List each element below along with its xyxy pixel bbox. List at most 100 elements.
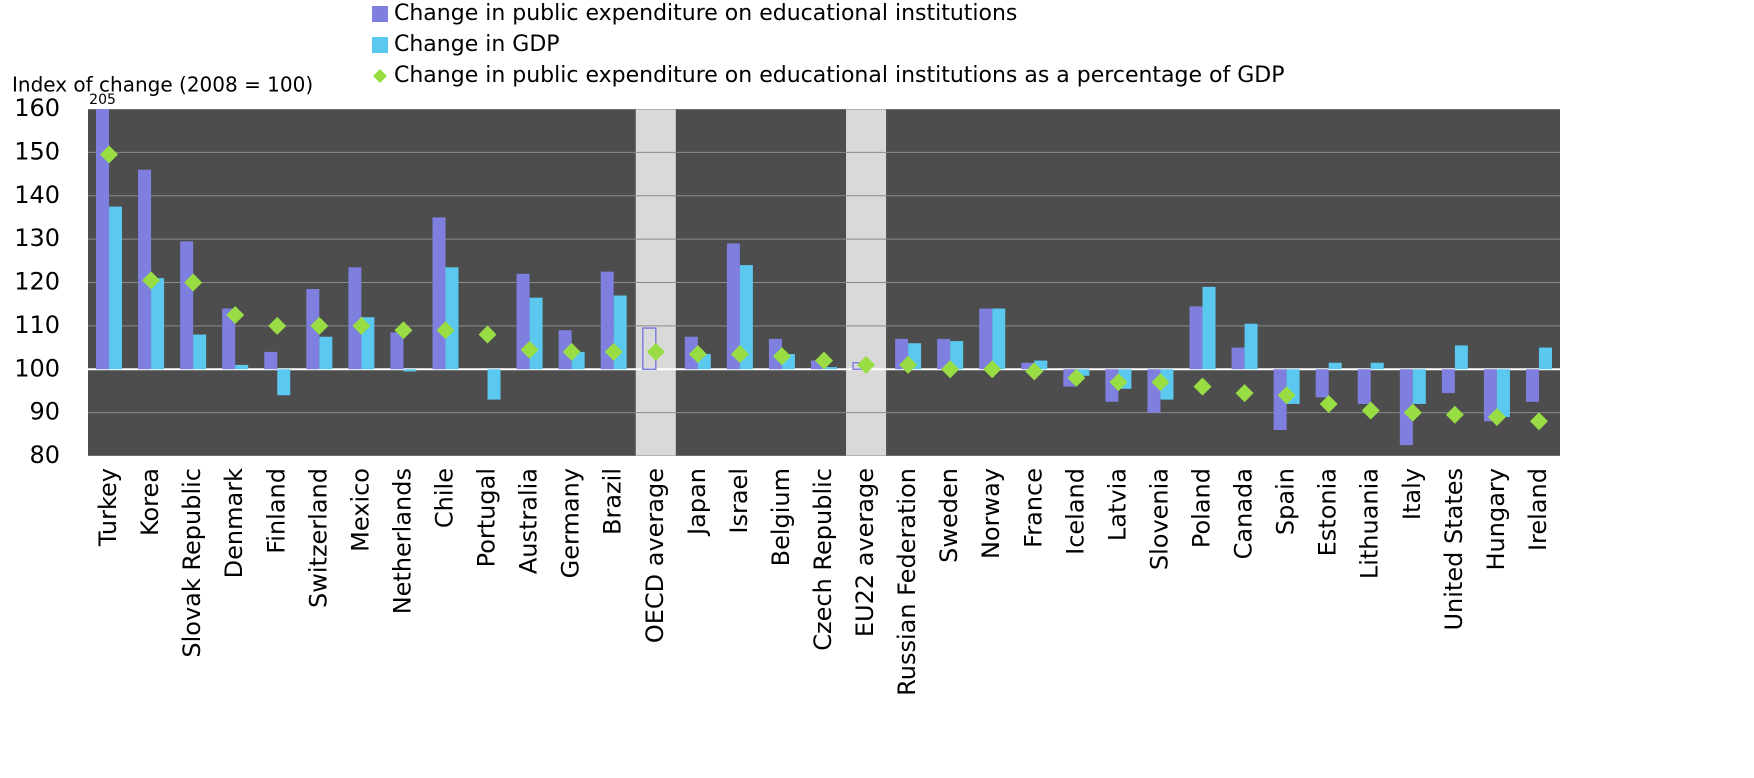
- x-tick-label: Iceland: [1061, 468, 1089, 555]
- y-tick-label: 150: [14, 137, 60, 165]
- bar: [1202, 286, 1216, 370]
- bar: [348, 267, 362, 370]
- diamond-marker: [436, 321, 455, 340]
- x-tick-label: Turkey: [94, 468, 122, 547]
- bar: [96, 109, 110, 370]
- bar: [264, 351, 278, 370]
- x-tick-label: Czech Republic: [809, 468, 837, 651]
- x-tick-label: Slovenia: [1145, 468, 1173, 570]
- x-tick-label: Latvia: [1103, 468, 1131, 541]
- bar: [403, 369, 417, 372]
- bar: [1538, 347, 1552, 370]
- bar: [811, 360, 824, 370]
- bar: [193, 334, 207, 370]
- diamond-marker: [1235, 384, 1254, 403]
- value-label: 205: [89, 92, 116, 108]
- legend-label: Change in public expenditure on educatio…: [394, 63, 1284, 88]
- bar: [432, 217, 446, 370]
- x-tick-label: Denmark: [220, 468, 248, 578]
- diamond-marker: [100, 145, 119, 164]
- legend-swatch: [373, 69, 387, 83]
- bar: [1525, 369, 1539, 402]
- diamond-marker: [1529, 412, 1548, 431]
- bar: [529, 297, 543, 370]
- x-tick-label: Belgium: [767, 468, 795, 566]
- y-tick-label: 160: [14, 94, 60, 122]
- diamond-marker: [1193, 377, 1212, 396]
- diamond-marker: [983, 360, 1002, 379]
- diamond-marker: [142, 271, 161, 290]
- diamond-marker: [688, 345, 707, 364]
- x-tick-label: United States: [1440, 468, 1468, 631]
- diamond-marker: [730, 345, 749, 364]
- diamond-marker: [226, 306, 245, 325]
- diamond-marker: [1445, 405, 1464, 424]
- y-tick-label: 80: [29, 441, 60, 469]
- bar: [1454, 345, 1468, 370]
- diamond-marker: [394, 321, 413, 340]
- x-tick-label: Spain: [1272, 468, 1300, 535]
- x-tick-label: OECD average: [641, 468, 669, 643]
- diamond-marker: [478, 325, 497, 344]
- diamond-marker: [1361, 401, 1380, 420]
- diamond-marker: [941, 360, 960, 379]
- x-tick-label: Poland: [1188, 468, 1216, 548]
- diamond-marker: [1067, 368, 1086, 387]
- x-tick-label: Finland: [262, 468, 290, 554]
- y-tick-label: 130: [14, 224, 60, 252]
- bar: [1496, 369, 1510, 417]
- bar: [390, 332, 404, 370]
- x-tick-label: Norway: [977, 468, 1005, 559]
- bar: [1370, 362, 1384, 370]
- bar: [739, 265, 753, 370]
- bar: [824, 367, 837, 370]
- bar: [1328, 362, 1342, 370]
- x-tick-label: Switzerland: [304, 468, 332, 608]
- bar: [1244, 323, 1258, 370]
- y-tick-label: 100: [14, 354, 60, 382]
- x-tick-label: Portugal: [473, 468, 501, 567]
- x-tick-label: Australia: [515, 468, 543, 574]
- bar: [1412, 369, 1426, 404]
- bar: [1034, 360, 1048, 370]
- x-tick-label: Slovak Republic: [178, 468, 206, 658]
- x-tick-label: Hungary: [1482, 468, 1510, 570]
- x-tick-label: Israel: [725, 468, 753, 534]
- bar: [937, 338, 951, 370]
- diamond-marker: [352, 316, 371, 335]
- legend-swatch: [372, 37, 388, 53]
- plot: [88, 109, 1560, 456]
- legend-label: Change in public expenditure on educatio…: [394, 1, 1017, 26]
- x-tick-label: Japan: [683, 468, 711, 537]
- bar: [487, 369, 501, 400]
- bar: [726, 243, 740, 370]
- y-tick-label: 120: [14, 268, 60, 296]
- diamond-marker: [184, 273, 203, 292]
- bar: [979, 308, 993, 370]
- diamond-marker: [1277, 386, 1296, 405]
- x-tick-label: Chile: [430, 468, 458, 528]
- bar: [235, 364, 249, 370]
- x-tick-label: Korea: [136, 468, 164, 536]
- diamond-marker: [1109, 373, 1128, 392]
- bar: [1357, 369, 1371, 404]
- x-tick-label: Sweden: [935, 468, 963, 563]
- legend-label: Change in GDP: [394, 32, 560, 57]
- bar: [1273, 369, 1287, 430]
- diamond-marker: [772, 347, 791, 366]
- x-tick-label: Ireland: [1524, 468, 1552, 551]
- diamond-marker: [815, 351, 833, 370]
- bar: [445, 267, 459, 370]
- y-tick-label: 110: [14, 311, 60, 339]
- bar: [1021, 362, 1035, 370]
- diamond-marker: [1487, 407, 1506, 426]
- x-tick-label: Russian Federation: [893, 468, 921, 696]
- x-tick-label: Brazil: [599, 468, 627, 535]
- bar: [1441, 369, 1455, 394]
- diamond-marker: [1025, 362, 1044, 381]
- bar: [277, 369, 291, 396]
- x-tick-label: Germany: [557, 468, 585, 578]
- diamond-marker: [1151, 373, 1170, 392]
- diamond-marker: [604, 342, 623, 361]
- diamond-marker: [562, 342, 581, 361]
